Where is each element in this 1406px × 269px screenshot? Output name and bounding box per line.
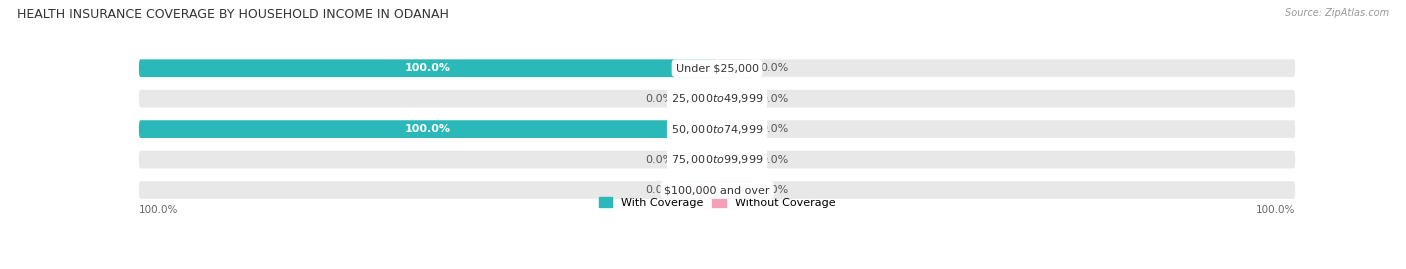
FancyBboxPatch shape	[717, 59, 1295, 77]
FancyBboxPatch shape	[717, 59, 752, 77]
FancyBboxPatch shape	[139, 59, 717, 77]
Text: $75,000 to $99,999: $75,000 to $99,999	[671, 153, 763, 166]
FancyBboxPatch shape	[717, 151, 752, 168]
FancyBboxPatch shape	[139, 120, 717, 138]
FancyBboxPatch shape	[717, 181, 1295, 199]
FancyBboxPatch shape	[139, 90, 717, 108]
Text: 100.0%: 100.0%	[405, 124, 451, 134]
Legend: With Coverage, Without Coverage: With Coverage, Without Coverage	[595, 193, 839, 212]
Text: 0.0%: 0.0%	[761, 124, 789, 134]
FancyBboxPatch shape	[682, 90, 717, 108]
FancyBboxPatch shape	[139, 151, 717, 168]
Text: 0.0%: 0.0%	[645, 155, 673, 165]
Text: 0.0%: 0.0%	[645, 94, 673, 104]
Text: 0.0%: 0.0%	[761, 155, 789, 165]
Text: HEALTH INSURANCE COVERAGE BY HOUSEHOLD INCOME IN ODANAH: HEALTH INSURANCE COVERAGE BY HOUSEHOLD I…	[17, 8, 449, 21]
FancyBboxPatch shape	[139, 181, 717, 199]
FancyBboxPatch shape	[682, 151, 717, 168]
FancyBboxPatch shape	[717, 90, 1295, 108]
FancyBboxPatch shape	[717, 120, 752, 138]
Text: Under $25,000: Under $25,000	[675, 63, 759, 73]
FancyBboxPatch shape	[139, 59, 717, 77]
FancyBboxPatch shape	[139, 120, 717, 138]
Text: 0.0%: 0.0%	[645, 185, 673, 195]
Text: 100.0%: 100.0%	[139, 205, 179, 215]
Text: $25,000 to $49,999: $25,000 to $49,999	[671, 92, 763, 105]
FancyBboxPatch shape	[717, 120, 1295, 138]
Text: 100.0%: 100.0%	[405, 63, 451, 73]
Text: $100,000 and over: $100,000 and over	[664, 185, 770, 195]
Text: $50,000 to $74,999: $50,000 to $74,999	[671, 123, 763, 136]
Text: 0.0%: 0.0%	[761, 94, 789, 104]
FancyBboxPatch shape	[717, 151, 1295, 168]
Text: 0.0%: 0.0%	[761, 185, 789, 195]
FancyBboxPatch shape	[682, 181, 717, 199]
FancyBboxPatch shape	[717, 90, 752, 108]
FancyBboxPatch shape	[717, 181, 752, 199]
Text: 100.0%: 100.0%	[1256, 205, 1295, 215]
Text: Source: ZipAtlas.com: Source: ZipAtlas.com	[1285, 8, 1389, 18]
Text: 0.0%: 0.0%	[761, 63, 789, 73]
